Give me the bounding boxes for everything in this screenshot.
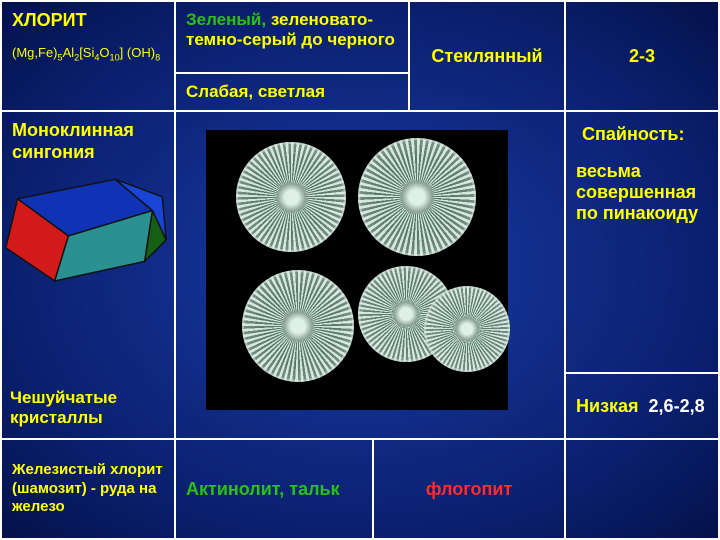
habit-text: Чешуйчатые кристаллы [10,388,166,428]
mineral-photo [206,130,508,410]
cell-assoc1: Актинолит, тальк [174,438,374,540]
cell-assoc2: флогопит [372,438,566,540]
cell-color: Зеленый, зеленовато-темно-серый до черно… [174,0,410,74]
cell-hardness: 2-3 [564,0,720,112]
cell-empty [564,438,720,540]
cell-luster: Стеклянный [408,0,566,112]
system-text: Моноклинная сингония [12,120,164,163]
hardness-text: 2-3 [629,46,655,67]
cell-density: Низкая 2,6-2,8 [564,372,720,440]
density-value: 2,6-2,8 [649,396,705,417]
mineral-formula: (Mg,Fe)5Al2[Si4O10] (OH)8 [12,45,164,63]
crystal-model [0,170,174,300]
cell-streak: Слабая, светлая [174,72,410,112]
color-green-word: Зеленый, [186,10,266,29]
cleavage-desc: весьма совершенная по пинакоиду [576,161,708,224]
mineral-rosette [236,142,346,252]
cell-name: ХЛОРИТ (Mg,Fe)5Al2[Si4O10] (OH)8 [0,0,176,112]
mineral-name: ХЛОРИТ [12,10,164,31]
cell-cleavage: Спайность: весьма совершенная по пинакои… [564,110,720,374]
assoc-red: флогопит [426,479,513,500]
cell-photo [174,110,566,440]
streak-text: Слабая, светлая [186,82,325,101]
mineral-rosette [358,138,476,256]
mineral-rosette [424,286,510,372]
cell-system: Моноклинная сингония Чешуйчатые кристалл… [0,110,176,440]
density-label: Низкая [576,396,639,417]
assoc-green: Актинолит, тальк [186,479,340,500]
cell-note: Железистый хлорит (шамозит) - руда на же… [0,438,176,540]
cleavage-label: Спайность: [582,124,708,145]
luster-text: Стеклянный [431,46,542,67]
mineral-rosette [242,270,354,382]
note-text: Железистый хлорит (шамозит) - руда на же… [12,461,164,517]
